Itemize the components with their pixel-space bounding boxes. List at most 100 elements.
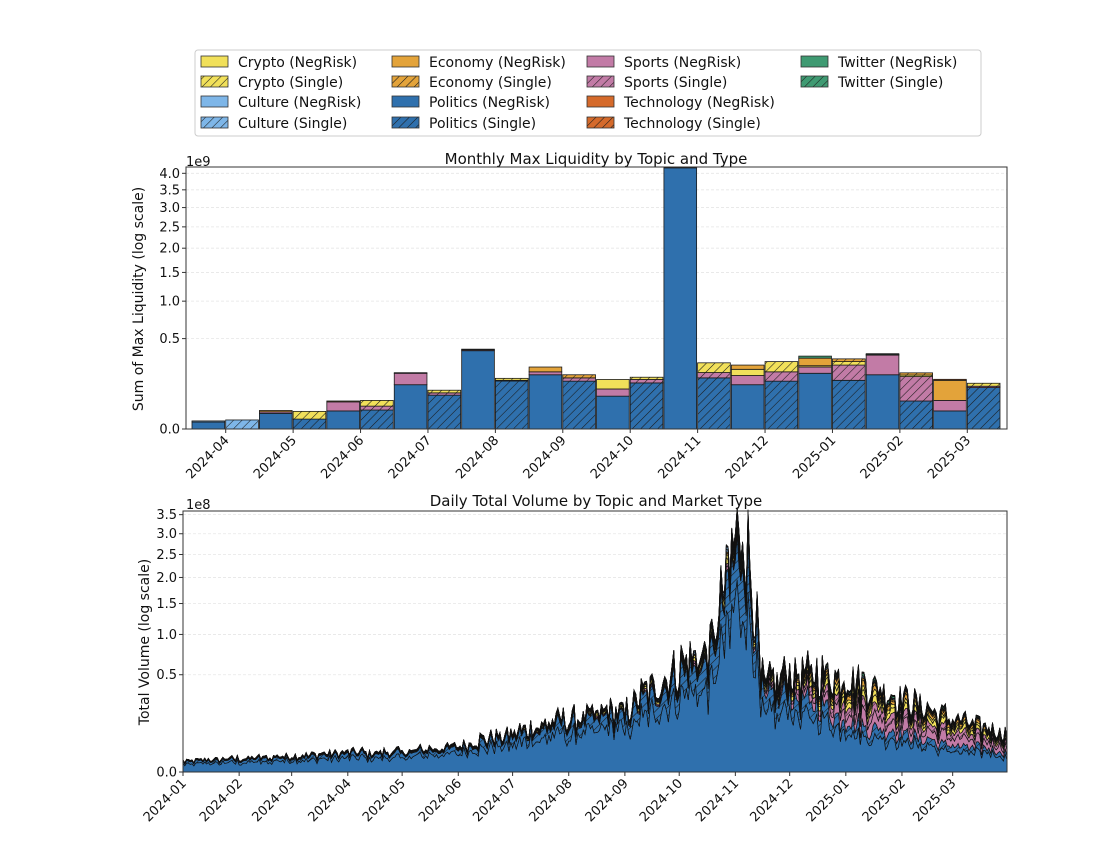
legend-swatch <box>800 55 829 68</box>
plot-frame <box>185 166 1008 430</box>
bar-segment-sports <box>562 377 596 382</box>
x-tick-label: 2024-11 <box>655 433 704 482</box>
bar-2024-07-negrisk <box>393 372 428 430</box>
x-tick-label: 2024-07 <box>470 776 519 825</box>
y-tick-label: 0.0 <box>156 766 177 781</box>
bar-2024-12-negrisk <box>730 364 765 430</box>
bar-segment-culture <box>225 419 259 430</box>
x-tick-label: 2024-04 <box>306 776 355 825</box>
bar-segment-crypto <box>292 410 327 420</box>
bar-2025-02-negrisk <box>865 353 900 430</box>
bar-segment-sports <box>798 366 832 374</box>
monthly-liquidity-chart: Monthly Max Liquidity by Topic and Type … <box>131 150 1008 482</box>
bar-segment-crypto <box>596 379 630 390</box>
y-tick-label: 3.0 <box>156 527 177 542</box>
legend-swatch <box>200 55 229 68</box>
bar-segment-politics <box>663 167 698 430</box>
y-axis-label: Sum of Max Liquidity (log scale) <box>131 187 147 411</box>
x-tick-label: 2024-08 <box>453 433 502 482</box>
bar-segment-politics <box>427 394 462 430</box>
bar-segment-politics <box>259 412 293 430</box>
bar-segment-sports <box>326 401 360 412</box>
bar-segment-economy <box>798 357 832 367</box>
y-multiplier: 1e9 <box>186 155 211 170</box>
legend-swatch <box>200 75 229 88</box>
legend-label: Politics (NegRisk) <box>429 95 550 111</box>
x-tick-label: 2024-11 <box>693 776 742 825</box>
legend-label: Technology (NegRisk) <box>623 95 775 111</box>
bar-segment-sports <box>832 364 866 381</box>
x-tick-label: 2024-05 <box>251 433 300 482</box>
x-tick-label: 2025-02 <box>858 433 907 482</box>
x-tick-label: 2024-04 <box>184 433 233 482</box>
y-tick-label: 1.0 <box>156 628 177 643</box>
legend-swatch <box>391 116 420 129</box>
bar-segment-politics <box>730 384 765 430</box>
bar-2024-11-single <box>697 362 731 430</box>
legend-swatch <box>391 75 420 88</box>
bar-segment-politics <box>832 379 866 430</box>
bar-segment-politics <box>629 382 664 430</box>
y-tick-label: 1.5 <box>159 266 180 281</box>
x-tick-label: 2024-08 <box>527 776 576 825</box>
legend: Crypto (NegRisk) Crypto (Single) Culture (… <box>194 49 982 137</box>
legend-label: Economy (NegRisk) <box>429 55 566 71</box>
daily-volume-chart: Daily Total Volume by Topic and Market T… <box>137 492 1008 825</box>
bar-2024-09-single <box>562 374 596 430</box>
bar-2024-05-negrisk <box>259 410 293 430</box>
legend-label: Economy (Single) <box>429 75 552 91</box>
bar-segment-politics <box>764 380 799 430</box>
bar-2024-10-single <box>629 376 664 430</box>
bar-segment-sports <box>730 375 765 386</box>
y-multiplier: 1e8 <box>186 498 211 513</box>
bar-segment-twitter <box>798 355 832 359</box>
x-tick-label: 2024-06 <box>416 776 465 825</box>
y-tick-label: 2.0 <box>156 571 177 586</box>
x-tick-label: 2024-07 <box>386 433 435 482</box>
legend-swatch <box>391 55 420 68</box>
bar-segment-economy <box>933 379 967 401</box>
bar-2024-05-single <box>292 410 327 430</box>
bar-segment-politics <box>562 380 596 430</box>
bar-segment-crypto <box>966 382 1001 387</box>
bar-segment-politics <box>191 421 226 430</box>
bar-segment-sports <box>393 372 428 386</box>
bar-2024-11-negrisk <box>663 166 698 430</box>
bar-segment-politics <box>966 387 1001 430</box>
legend-frame <box>194 49 982 137</box>
x-tick-label: 2024-01 <box>141 776 190 825</box>
y-tick-label: 1.0 <box>159 295 180 310</box>
x-tick-label: 2025-03 <box>910 776 959 825</box>
y-tick-label: 2.5 <box>156 548 177 563</box>
bar-2024-08-negrisk <box>461 348 495 430</box>
x-tick-label: 2024-09 <box>583 776 632 825</box>
x-tick-label: 2025-01 <box>790 433 839 482</box>
bar-2024-04-negrisk <box>191 420 226 430</box>
y-tick-label: 4.0 <box>159 167 180 182</box>
bar-segment-politics <box>899 400 933 430</box>
bar-2024-04-single <box>225 419 259 430</box>
bar-segment-politics <box>360 409 394 430</box>
bar-segment-sports <box>865 354 900 376</box>
bar-2024-06-single <box>360 400 394 430</box>
bar-2024-06-negrisk <box>326 400 360 430</box>
bar-2024-09-negrisk <box>528 366 563 430</box>
legend-label: Politics (Single) <box>429 116 536 132</box>
y-axis-label: Total Volume (log scale) <box>137 559 153 726</box>
bar-segment-politics <box>933 410 967 430</box>
area-politics-single <box>182 534 1008 767</box>
bar-2025-03-negrisk <box>933 378 967 430</box>
bar-segment-politics <box>326 410 360 430</box>
legend-label: Sports (Single) <box>624 75 727 91</box>
bar-segment-politics <box>865 374 900 430</box>
bar-segment-crypto <box>360 400 394 407</box>
legend-label: Sports (NegRisk) <box>624 55 741 71</box>
legend-label: Technology (Single) <box>623 116 761 132</box>
y-tick-label: 0.0 <box>159 423 180 438</box>
bar-segment-politics <box>596 395 630 430</box>
bar-segment-sports <box>764 371 799 382</box>
bar-segment-technology <box>933 378 967 381</box>
bar-segment-economy <box>832 358 866 362</box>
bar-segment-crypto <box>697 362 731 373</box>
bar-segment-sports <box>360 405 394 411</box>
